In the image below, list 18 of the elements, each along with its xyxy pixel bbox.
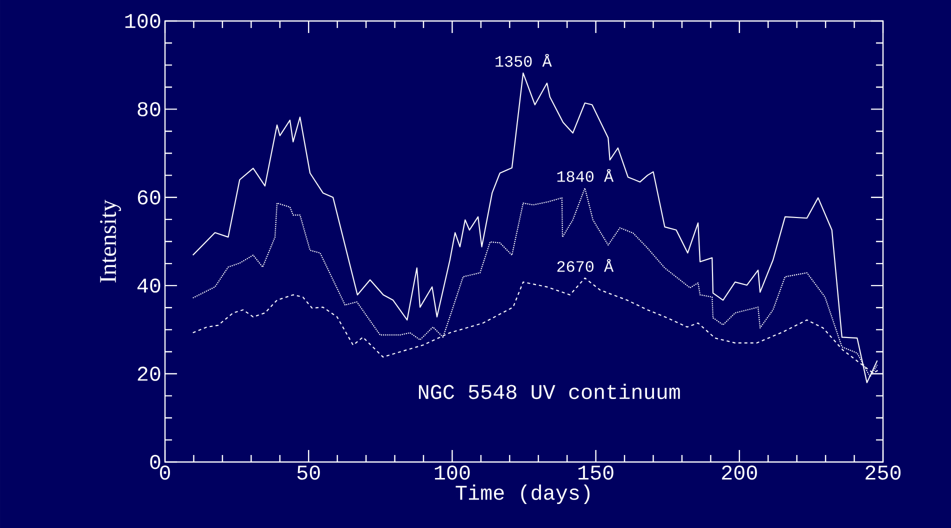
y-tick-label: 40 <box>137 278 160 293</box>
series-label: 1350 Å <box>496 54 552 67</box>
y-axis-title: Intensity <box>100 200 121 282</box>
x-tick-label: 0 <box>160 466 170 480</box>
x-axis-title: Time (days) <box>456 484 590 504</box>
y-tick-label: 80 <box>138 102 160 116</box>
x-tick-label: 150 <box>578 466 614 480</box>
annotation: NGC 5548 UV continuum <box>418 384 680 400</box>
y-tick-label: 20 <box>138 366 160 381</box>
x-tick-label: 100 <box>434 466 470 480</box>
y-tick-label: 0 <box>150 454 160 470</box>
x-tick-label: 250 <box>866 466 901 480</box>
x-tick-label: 200 <box>722 466 757 480</box>
y-tick-label: 100 <box>125 14 160 28</box>
y-tick-label: 60 <box>138 190 160 204</box>
series-label: 2670 Å <box>557 259 614 272</box>
x-tick-label: 50 <box>297 466 320 480</box>
series-label: 1840 Å <box>557 169 614 182</box>
